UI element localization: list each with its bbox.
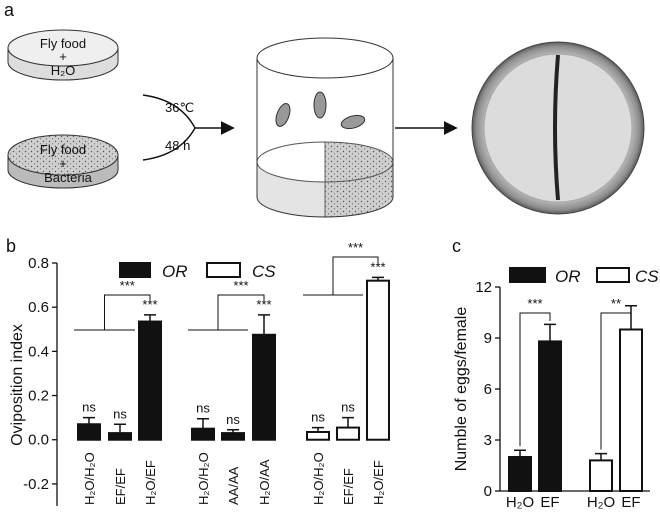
- panel-label: a: [4, 0, 15, 20]
- significance-label: ns: [226, 412, 240, 427]
- comparison-label: ***: [233, 278, 248, 293]
- bar: [366, 279, 390, 441]
- bar: [108, 432, 132, 441]
- merge-arrow: [142, 94, 232, 161]
- legend-label: OR: [162, 262, 188, 281]
- significance-label: ns: [82, 400, 96, 415]
- x-tick-label: H₂O/AA: [257, 459, 272, 505]
- y-tick-label: 9: [484, 330, 492, 347]
- x-tick-label: H₂O/H₂O: [196, 452, 211, 505]
- error-bar: [258, 314, 270, 335]
- error-bar: [197, 417, 209, 429]
- dish-bacteria: [7, 134, 119, 189]
- significance-label: ns: [196, 401, 210, 416]
- error-bar: [83, 416, 95, 425]
- error-bar: [144, 314, 156, 322]
- bar: [138, 320, 162, 441]
- panel-label: b: [6, 236, 16, 256]
- error-bar: [544, 323, 556, 342]
- bar: [221, 432, 245, 441]
- bar: [77, 423, 101, 441]
- x-tick-label: EF: [621, 494, 640, 511]
- comparison-label: ***: [348, 240, 363, 255]
- y-tick-label: 3: [484, 432, 492, 449]
- bar: [589, 459, 613, 492]
- comparison-label: **: [611, 296, 621, 311]
- legend-swatch: [596, 267, 630, 283]
- condition-text: 48 h: [165, 138, 190, 153]
- significance-label: ns: [341, 400, 355, 415]
- y-tick-label: 0.2: [28, 388, 49, 405]
- x-tick-label: EF/EF: [341, 468, 356, 505]
- dish-text: Fly food: [40, 142, 86, 157]
- comparison-label: ***: [120, 278, 135, 293]
- y-axis-label: Oviposition index: [9, 324, 26, 446]
- error-bar: [595, 452, 607, 461]
- significance-label: ***: [142, 297, 157, 312]
- error-bar: [114, 423, 126, 434]
- comparison-label: ***: [527, 296, 542, 311]
- y-axis-label: Numble of eggs/female: [453, 307, 470, 472]
- bar: [252, 333, 276, 441]
- x-tick-label: H₂O/EF: [143, 460, 158, 505]
- x-tick-label: H₂O/EF: [371, 460, 386, 505]
- y-tick-label: 0.4: [28, 343, 49, 360]
- cage: [256, 37, 394, 218]
- error-bar: [514, 449, 526, 457]
- condition-text: 36℃: [165, 100, 194, 115]
- y-tick-label: 0.8: [28, 255, 49, 272]
- x-tick-label: H₂O: [506, 494, 534, 511]
- comparison-bracket: [600, 312, 632, 450]
- bar: [619, 328, 643, 492]
- x-tick-label: EF: [540, 494, 559, 511]
- y-tick-label: 0.6: [28, 299, 49, 316]
- x-tick-label: H₂O: [587, 494, 615, 511]
- x-tick-label: EF/EF: [113, 468, 128, 505]
- significance-label: ns: [113, 406, 127, 421]
- bar: [336, 426, 360, 441]
- legend-swatch: [206, 262, 241, 278]
- dish-text: Bacteria: [44, 170, 92, 185]
- x-tick-label: H₂O/H₂O: [82, 452, 97, 505]
- y-tick-label: -0.2: [23, 476, 49, 493]
- bar: [538, 340, 562, 492]
- bar: [306, 430, 330, 441]
- error-bar: [342, 416, 354, 428]
- significance-label: ns: [311, 410, 325, 425]
- bar: [191, 427, 215, 441]
- significance-label: ***: [256, 297, 271, 312]
- dish-text: +: [59, 49, 67, 64]
- legend-label: OR: [555, 267, 581, 286]
- dish-text: H₂O: [51, 63, 76, 78]
- panel-label: c: [452, 236, 461, 256]
- legend-swatch: [509, 267, 546, 283]
- comparison-bracket: [519, 312, 551, 447]
- legend-swatch: [119, 262, 151, 278]
- y-tick-label: 0: [484, 483, 492, 500]
- comparison-bracket: [74, 294, 151, 331]
- significance-label: ***: [370, 259, 385, 274]
- bar: [508, 456, 532, 492]
- legend-label: CS: [252, 262, 276, 281]
- plate-photo: [471, 41, 645, 215]
- legend-label: CS: [635, 267, 659, 286]
- comparison-bracket: [188, 294, 265, 331]
- dish-text: +: [59, 156, 67, 171]
- x-tick-label: AA/AA: [226, 466, 241, 505]
- dish-water: [7, 29, 119, 81]
- comparison-bracket: [303, 256, 379, 296]
- y-tick-label: 12: [475, 279, 492, 296]
- y-tick-label: 0.0: [28, 432, 49, 449]
- y-tick-label: 6: [484, 381, 492, 398]
- x-tick-label: H₂O/H₂O: [311, 452, 326, 505]
- dish-text: Fly food: [40, 36, 86, 51]
